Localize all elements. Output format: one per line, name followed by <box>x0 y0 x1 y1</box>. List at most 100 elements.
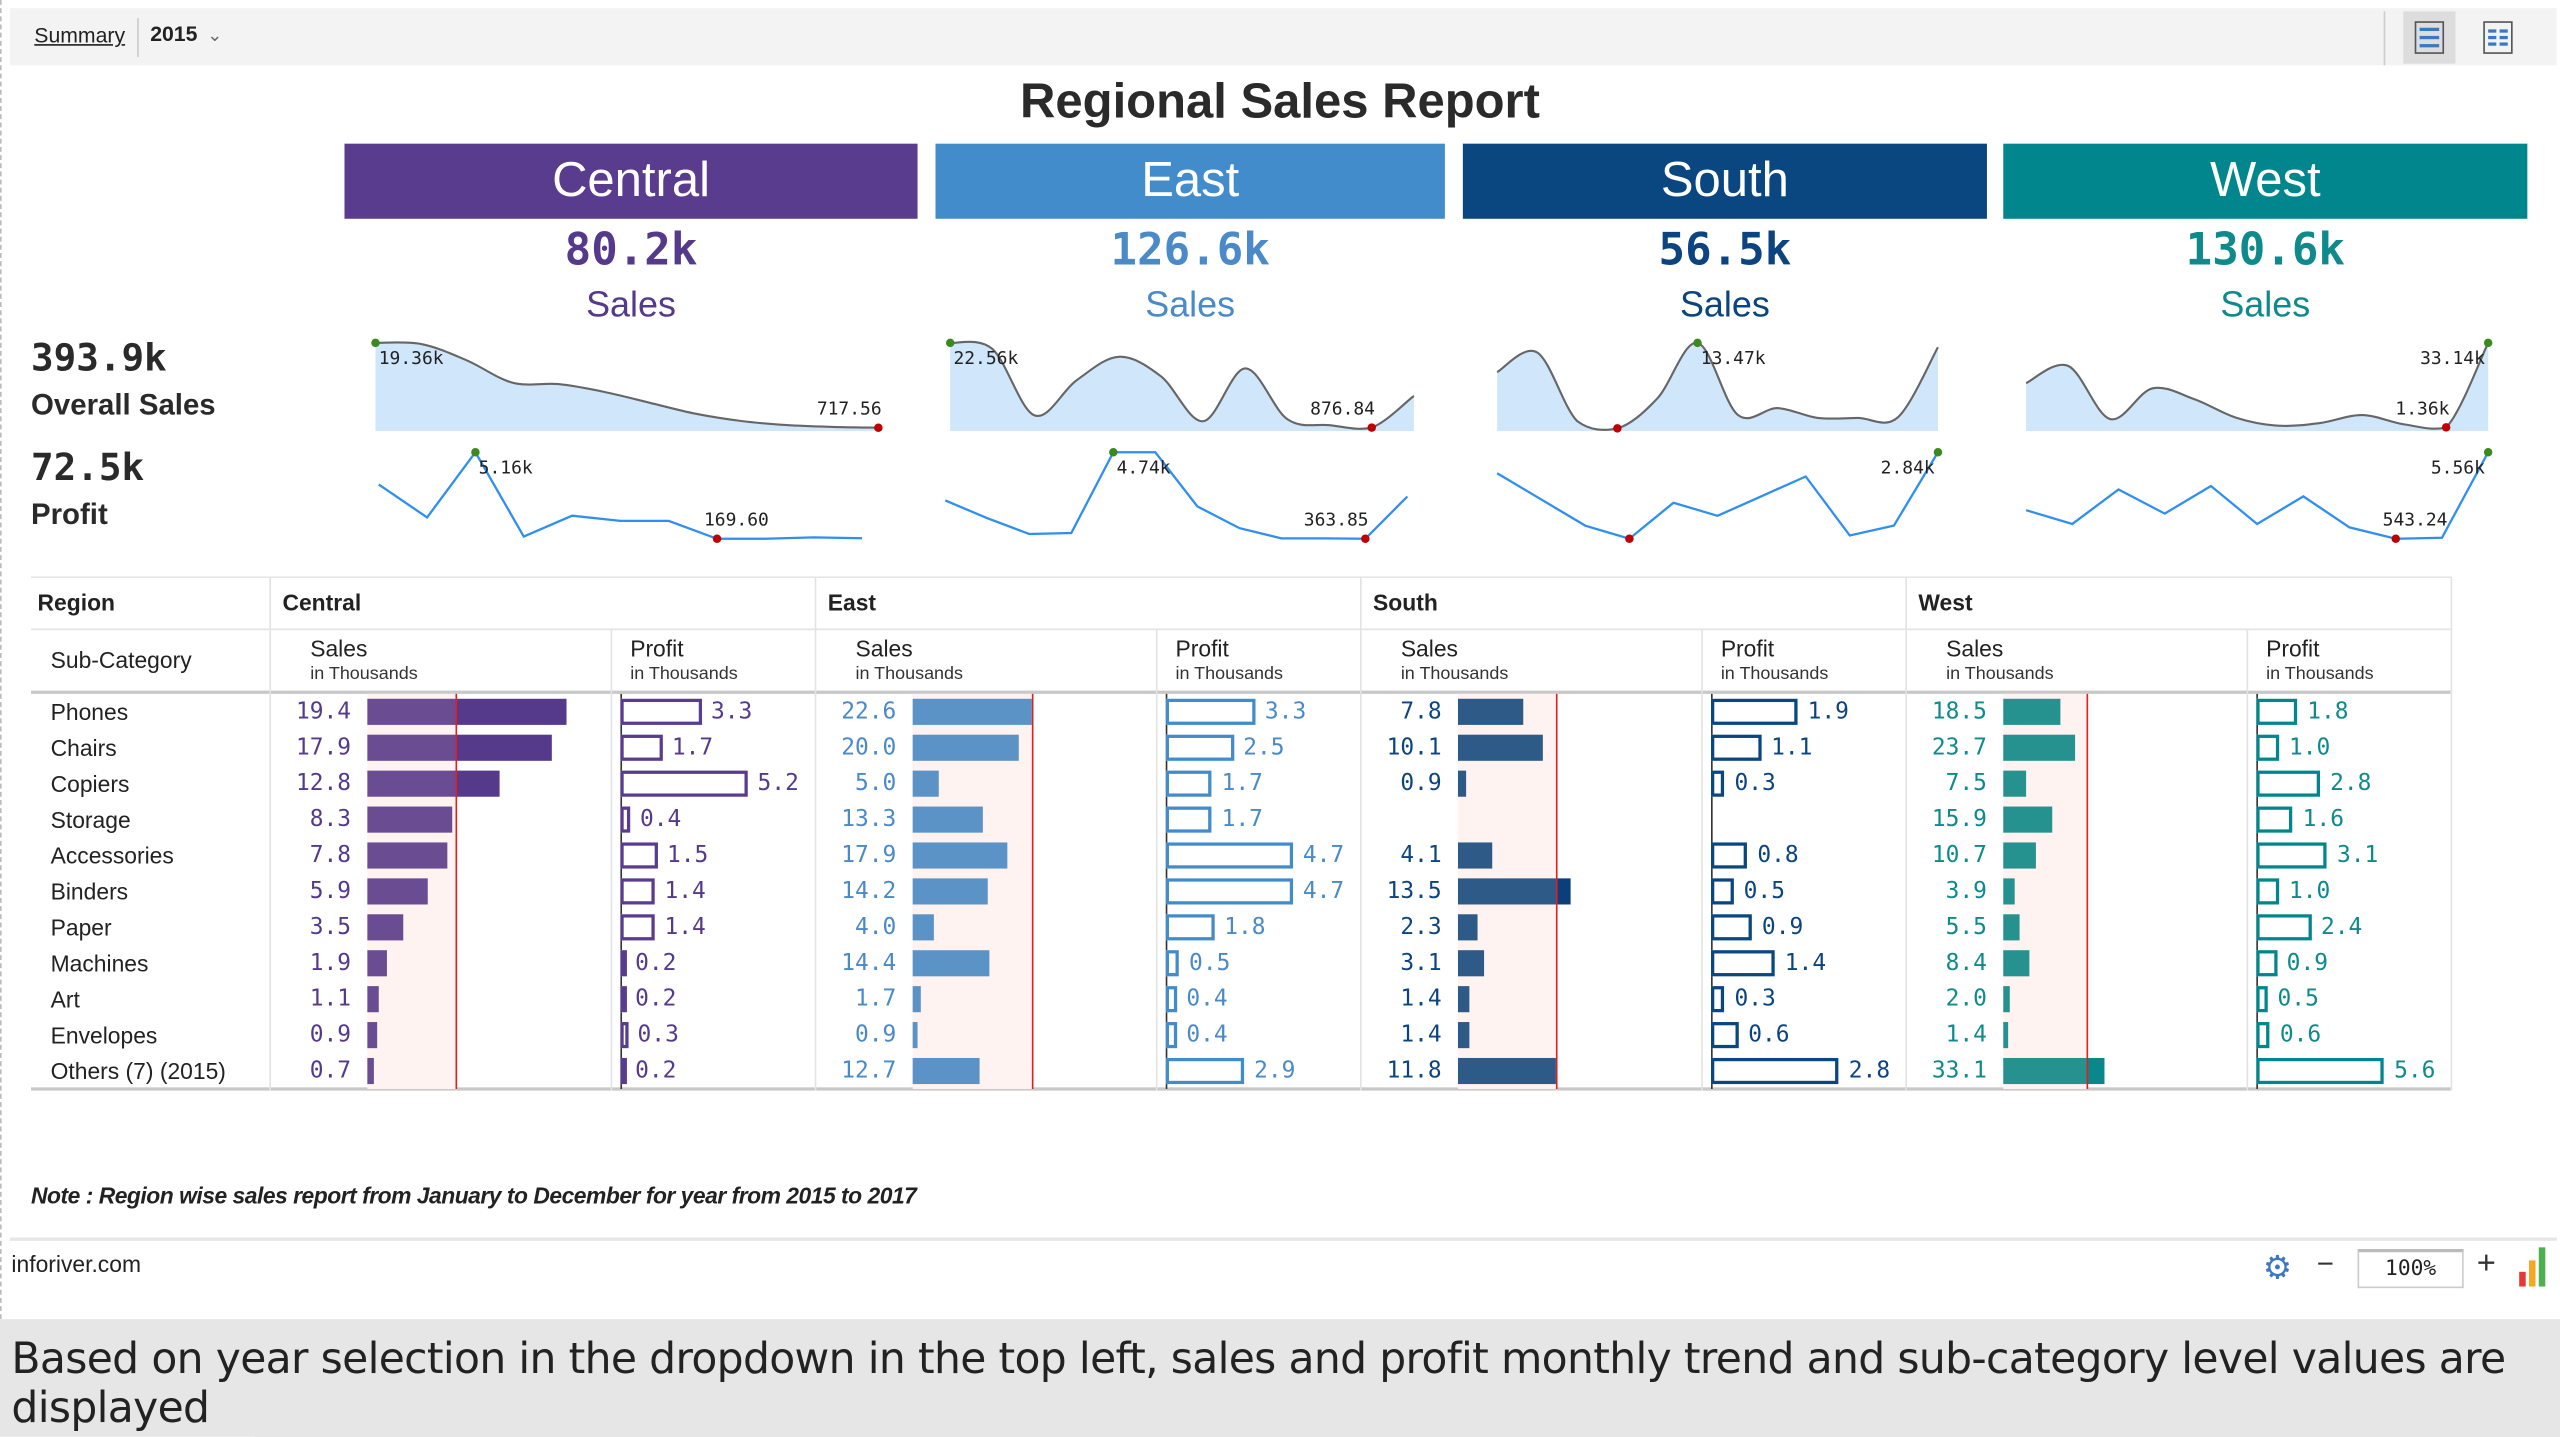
profit-value: 0.9 <box>1761 914 1804 941</box>
region-sales-label-south: Sales <box>1679 284 1770 325</box>
profit-value: 0.3 <box>1734 986 1776 1013</box>
max-value-label: 4.74k <box>1117 457 1171 478</box>
region-sales-label-east: Sales <box>1145 284 1236 325</box>
sales-value: 13.5 <box>1386 878 1442 905</box>
sales-value: 2.3 <box>1400 914 1442 941</box>
sales-sparkline-central: 19.36k 717.56 <box>371 338 883 432</box>
min-value-label: 1.36k <box>2395 398 2449 419</box>
profit-bar <box>620 770 748 797</box>
profit-value: 2.5 <box>1243 734 1285 761</box>
grid-line <box>814 576 817 1091</box>
year-dropdown[interactable]: 2015 ⌄ <box>150 21 222 45</box>
sales-bar <box>1457 770 1466 797</box>
profit-value: 0.2 <box>635 1057 677 1085</box>
profit-value: 0.6 <box>1748 1022 1790 1049</box>
sparkline-line <box>1496 341 1939 431</box>
breadcrumb-summary-link[interactable]: Summary <box>34 22 126 48</box>
sales-value: 3.1 <box>1400 950 1442 977</box>
sales-value: 1.4 <box>1945 1022 1987 1049</box>
table-region-header-south: South <box>1373 589 1438 616</box>
region-sales-total-west: 130.6k <box>2185 225 2345 276</box>
two-column-view-button[interactable] <box>2472 11 2524 63</box>
profit-value: 1.7 <box>1221 770 1263 797</box>
sales-unit-label: in Thousands <box>310 664 418 685</box>
profit-bar <box>620 734 663 761</box>
region-sales-total-east: 126.6k <box>1110 225 1270 276</box>
sales-bar <box>367 806 453 833</box>
sales-value: 7.8 <box>309 842 352 869</box>
sales-column-header: Sales <box>310 635 368 662</box>
toolbar-divider <box>2383 11 2386 66</box>
row-label-subcategory: Paper <box>50 914 112 941</box>
profit-value: 5.2 <box>757 770 799 797</box>
sales-bar <box>2003 842 2036 869</box>
profit-bar <box>1165 950 1180 977</box>
max-point-marker <box>2483 338 2493 348</box>
sparkline-area <box>1497 342 1938 432</box>
sales-value: 14.2 <box>841 878 897 905</box>
reference-line <box>1031 693 1034 1089</box>
profit-bar <box>1711 914 1753 941</box>
grid-line <box>1701 628 1703 1091</box>
max-point-marker <box>371 338 380 348</box>
profit-bar <box>1165 1022 1177 1049</box>
table-region-header-central: Central <box>282 589 362 616</box>
profit-value: 1.9 <box>1807 698 1849 725</box>
zoom-out-button[interactable]: − <box>2316 1247 2334 1280</box>
profit-value: 0.6 <box>2279 1022 2322 1049</box>
sales-bar <box>912 842 1008 869</box>
year-dropdown-value: 2015 <box>150 21 198 46</box>
single-column-view-button[interactable] <box>2403 11 2456 64</box>
profit-bar <box>620 878 655 905</box>
profit-column-header: Profit <box>630 635 684 662</box>
profit-bar <box>620 698 702 725</box>
sales-bar <box>1457 734 1543 761</box>
grid-line <box>31 1087 2451 1091</box>
grid-line <box>31 628 2451 631</box>
sparkline-line <box>378 450 863 540</box>
grid-line <box>31 690 2451 694</box>
overall-sales-value: 393.9k <box>31 337 167 381</box>
profit-bar <box>2256 1057 2385 1085</box>
profit-bar <box>2256 878 2280 905</box>
sales-value: 0.9 <box>1400 770 1442 797</box>
grid-line <box>610 628 613 1091</box>
profit-value: 0.3 <box>637 1022 679 1049</box>
row-label-subcategory: Accessories <box>50 842 174 869</box>
sales-value: 15.9 <box>1931 806 1987 833</box>
profit-unit-label: in Thousands <box>1175 664 1284 685</box>
sales-bar <box>367 950 387 977</box>
profit-bar <box>1711 770 1725 797</box>
sales-bar <box>367 842 448 869</box>
sales-value: 10.7 <box>1931 842 1987 869</box>
settings-gear-icon[interactable]: ⚙ <box>2262 1250 2293 1287</box>
max-value-label: 2.84k <box>1881 457 1935 478</box>
profit-bar <box>620 842 658 869</box>
zoom-in-button[interactable]: + <box>2476 1245 2496 1282</box>
sales-column-header: Sales <box>855 635 913 662</box>
zoom-level-input[interactable]: 100% <box>2357 1248 2464 1289</box>
sales-unit-label: in Thousands <box>1946 664 2054 685</box>
profit-value: 1.4 <box>664 878 706 905</box>
profit-bar <box>1711 842 1748 869</box>
sales-value: 8.4 <box>1945 950 1987 977</box>
overall-profit-value: 72.5k <box>31 447 145 490</box>
sales-bar <box>912 734 1019 761</box>
sales-value: 0.7 <box>309 1057 352 1085</box>
subcategory-table: Region Sub-Category Central Sales in Thousan… <box>31 576 2453 1091</box>
subcategory-column-header: Sub-Category <box>50 646 192 673</box>
profit-value: 1.4 <box>664 914 706 941</box>
profit-bar <box>2256 734 2280 761</box>
row-label-subcategory: Art <box>50 986 80 1013</box>
profit-sparkline-west: 5.56k 543.24 <box>2025 447 2493 544</box>
table-region-header-east: East <box>827 589 877 616</box>
site-link[interactable]: inforiver.com <box>11 1250 141 1277</box>
region-header-west: West <box>2003 143 2528 219</box>
region-sales-total-central: 80.2k <box>564 225 698 276</box>
sparkline-line <box>944 451 1409 540</box>
toolbar-divider <box>137 17 139 58</box>
profit-bar <box>1711 1022 1739 1049</box>
profit-bar <box>620 950 627 977</box>
profit-value: 0.3 <box>1734 770 1776 797</box>
sales-value: 23.7 <box>1931 734 1987 761</box>
